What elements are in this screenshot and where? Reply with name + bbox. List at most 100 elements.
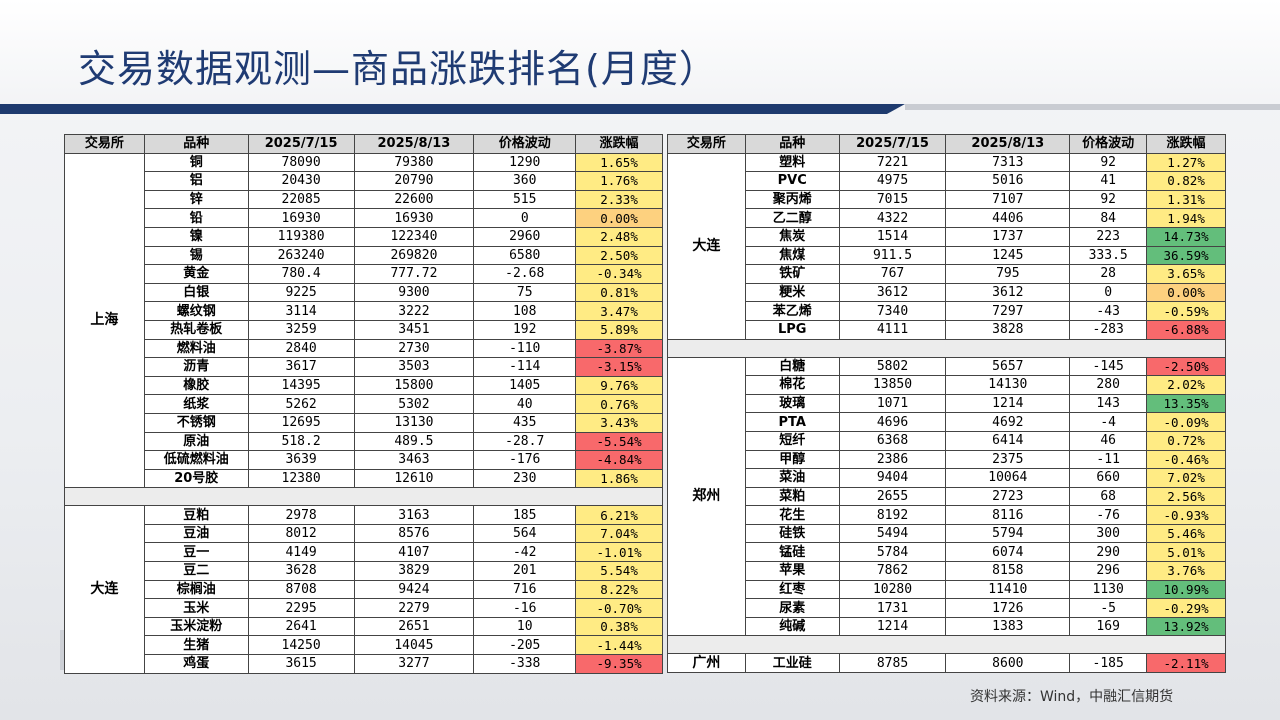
- table-row: 棕榈油 8708 9424 716 8.22%: [65, 579, 663, 600]
- price-change: 10: [473, 616, 577, 637]
- price-end: 269820: [353, 245, 475, 266]
- price-start: 7340: [838, 301, 947, 321]
- commodity-name: 锌: [143, 189, 249, 210]
- pct-change: 14.73%: [1146, 226, 1226, 247]
- price-end: 3829: [353, 561, 475, 581]
- table-row: 鸡蛋 3615 3277 -338 -9.35%: [65, 654, 663, 674]
- price-end: 16930: [353, 208, 475, 228]
- commodity-name: 镍: [143, 226, 249, 247]
- price-change: 201: [473, 561, 577, 581]
- price-end: 777.72: [353, 264, 475, 284]
- table-row: PTA 4696 4692 -4 -0.09%: [668, 412, 1226, 432]
- price-start: 8192: [838, 505, 947, 525]
- header-price-change: 价格波动: [1069, 134, 1148, 154]
- price-end: 5302: [353, 394, 475, 414]
- price-start: 5494: [838, 523, 947, 544]
- commodity-name: 短纤: [744, 430, 840, 451]
- page-title: 交易数据观测—商品涨跌排名(月度）: [78, 47, 718, 91]
- header-accent-bar: [0, 104, 905, 114]
- pct-change: 6.21%: [575, 505, 663, 525]
- price-change: 143: [1069, 393, 1148, 414]
- commodity-name: 铅: [143, 208, 249, 228]
- pct-change: 5.54%: [575, 561, 663, 581]
- commodity-name: 铁矿: [744, 264, 840, 284]
- commodity-name: 不锈钢: [143, 412, 249, 433]
- commodity-name: 纸浆: [143, 394, 249, 414]
- commodity-name: 热轧卷板: [143, 319, 249, 340]
- commodity-name: 工业硅: [744, 653, 840, 674]
- pct-change: -0.46%: [1146, 449, 1226, 470]
- price-start: 3114: [247, 301, 355, 321]
- price-change: -16: [473, 598, 577, 618]
- pct-change: -0.29%: [1146, 598, 1226, 618]
- price-start: 7015: [838, 189, 947, 210]
- group-separator-row: [667, 338, 1226, 358]
- price-change: -4: [1069, 412, 1148, 432]
- table-row: 沥青 3617 3503 -114 -3.15%: [65, 357, 663, 377]
- price-change: -145: [1069, 356, 1148, 377]
- price-start: 263240: [247, 245, 355, 266]
- price-change: 564: [473, 523, 577, 544]
- price-end: 3451: [353, 319, 475, 340]
- commodity-name: 橡胶: [143, 375, 249, 396]
- commodity-name: 豆一: [143, 542, 249, 563]
- price-change: -43: [1069, 301, 1148, 321]
- price-change: 46: [1069, 430, 1148, 451]
- price-change: -2.68: [473, 264, 577, 284]
- price-end: 3222: [353, 301, 475, 321]
- price-change: -42: [473, 542, 577, 563]
- table-row: 花生 8192 8116 -76 -0.93%: [668, 505, 1226, 525]
- table-row: 铅 16930 16930 0 0.00%: [65, 208, 663, 228]
- commodity-name: 豆粕: [143, 505, 249, 525]
- price-change: 300: [1069, 523, 1148, 544]
- table-header-row: 交易所 品种 2025/7/15 2025/8/13 价格波动 涨跌幅: [64, 134, 663, 154]
- price-change: -185: [1069, 653, 1148, 674]
- price-change: -176: [473, 450, 577, 470]
- table-row: 螺纹钢 3114 3222 108 3.47%: [65, 301, 663, 321]
- price-change: 6580: [473, 245, 577, 266]
- table-row: 生猪 14250 14045 -205 -1.44%: [65, 635, 663, 656]
- price-change: 515: [473, 189, 577, 210]
- price-start: 22085: [247, 189, 355, 210]
- pct-change: 0.82%: [1146, 171, 1226, 191]
- commodity-name: PVC: [744, 171, 840, 191]
- pct-change: -6.88%: [1146, 319, 1226, 340]
- table-row: 镍 119380 122340 2960 2.48%: [65, 226, 663, 247]
- pct-change: 5.46%: [1146, 523, 1226, 544]
- table-row: 菜油 9404 10064 660 7.02%: [668, 468, 1226, 488]
- pct-change: 13.35%: [1146, 393, 1226, 414]
- commodity-name: 原油: [143, 431, 249, 452]
- price-change: -114: [473, 357, 577, 377]
- price-end: 1245: [945, 245, 1071, 266]
- commodity-name: 豆油: [143, 523, 249, 544]
- price-end: 7313: [945, 152, 1071, 173]
- table-header-row: 交易所 品种 2025/7/15 2025/8/13 价格波动 涨跌幅: [667, 134, 1226, 154]
- pct-change: -0.09%: [1146, 412, 1226, 432]
- price-end: 13130: [353, 412, 475, 433]
- pct-change: 1.27%: [1146, 152, 1226, 173]
- price-end: 3277: [353, 654, 475, 674]
- commodity-name: 玉米淀粉: [143, 616, 249, 637]
- price-end: 15800: [353, 375, 475, 396]
- price-change: -76: [1069, 505, 1148, 525]
- price-start: 78090: [247, 152, 355, 173]
- pct-change: 9.76%: [575, 375, 663, 396]
- right-ranking-table: 交易所 品种 2025/7/15 2025/8/13 价格波动 涨跌幅 大连 塑料 7221 7…: [667, 134, 1226, 674]
- price-change: 296: [1069, 561, 1148, 581]
- pct-change: -5.54%: [575, 431, 663, 452]
- commodity-name: 塑料: [744, 152, 840, 173]
- commodity-name: 粳米: [744, 282, 840, 303]
- price-end: 9424: [353, 579, 475, 600]
- price-end: 3163: [353, 505, 475, 525]
- commodity-name: 尿素: [744, 598, 840, 618]
- price-change: 1130: [1069, 579, 1148, 600]
- price-end: 2723: [945, 486, 1071, 507]
- table-row: 聚丙烯 7015 7107 92 1.31%: [668, 189, 1226, 210]
- price-start: 7862: [838, 561, 947, 581]
- table-row: 郑州 白糖 5802 5657 -145 -2.50%: [667, 356, 1226, 637]
- pct-change: 7.04%: [575, 523, 663, 544]
- price-start: 7221: [838, 152, 947, 173]
- table-row: 菜粕 2655 2723 68 2.56%: [668, 486, 1226, 507]
- price-start: 3612: [838, 282, 947, 303]
- commodity-name: 锡: [143, 245, 249, 266]
